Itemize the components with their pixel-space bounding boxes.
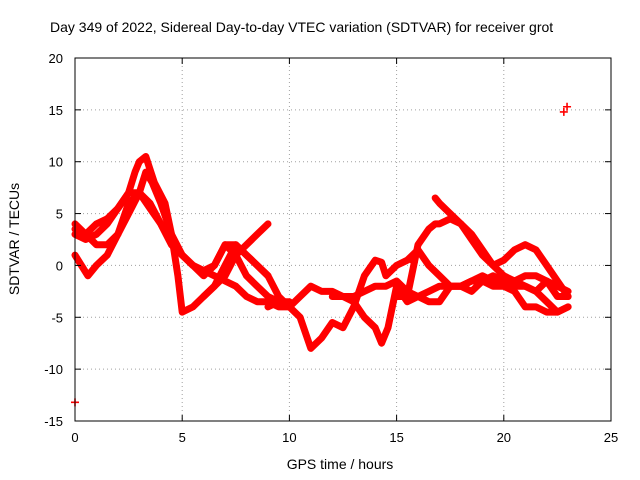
x-tick-label: 25 <box>604 430 618 445</box>
y-tick-label: -10 <box>44 362 63 377</box>
x-tick-label: 0 <box>71 430 78 445</box>
series-track-d <box>71 189 293 311</box>
y-tick-label: -15 <box>44 414 63 429</box>
x-tick-label: 10 <box>282 430 296 445</box>
y-tick-label: 0 <box>56 258 63 273</box>
y-tick-label: 15 <box>49 103 63 118</box>
x-tick-label: 5 <box>179 430 186 445</box>
series-track-g <box>328 272 572 347</box>
y-tick-label: 10 <box>49 155 63 170</box>
x-tick-label: 15 <box>389 430 403 445</box>
y-tick-label: -5 <box>51 310 63 325</box>
chart-title: Day 349 of 2022, Sidereal Day-to-day VTE… <box>50 19 553 35</box>
y-axis-label: SDTVAR / TECUs <box>6 183 22 295</box>
y-tick-label: 5 <box>56 207 63 222</box>
y-tick-label: 20 <box>49 51 63 66</box>
y-tick-labels: -15 -10 -5 0 5 10 15 20 <box>44 51 63 429</box>
x-tick-labels: 0 5 10 15 20 25 <box>71 430 618 445</box>
data-point <box>563 102 572 111</box>
points-group <box>71 102 572 407</box>
plot-frame <box>74 57 612 422</box>
series-track-i <box>431 194 572 300</box>
series-group <box>71 153 572 352</box>
x-axis-label: GPS time / hours <box>287 456 394 472</box>
data-point <box>409 258 418 267</box>
x-tick-label: 20 <box>497 430 511 445</box>
data-point <box>559 107 568 116</box>
gridlines <box>75 58 611 421</box>
axis-ticks <box>74 57 612 422</box>
